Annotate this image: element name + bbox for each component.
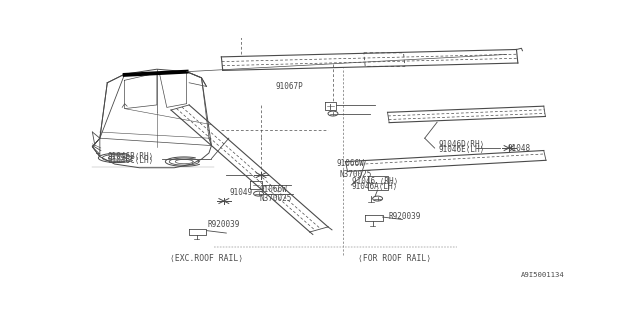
Text: R920039: R920039 (208, 220, 241, 229)
Text: 91046C⟨LH⟩: 91046C⟨LH⟩ (108, 156, 154, 165)
Text: 91046E⟨LH⟩: 91046E⟨LH⟩ (438, 145, 484, 154)
Text: 91046D⟨RH⟩: 91046D⟨RH⟩ (438, 140, 484, 149)
Text: A9I5001134: A9I5001134 (520, 272, 564, 278)
Text: ⟨EXC.ROOF RAIL⟩: ⟨EXC.ROOF RAIL⟩ (170, 254, 243, 263)
Text: ⟨FOR ROOF RAIL⟩: ⟨FOR ROOF RAIL⟩ (358, 254, 431, 263)
Text: 91048: 91048 (508, 144, 531, 153)
Text: 91066W: 91066W (260, 185, 287, 194)
Text: N370025: N370025 (340, 170, 372, 179)
Text: 91046B⟨RH⟩: 91046B⟨RH⟩ (108, 152, 154, 161)
Text: R920039: R920039 (388, 212, 421, 221)
Text: 91066W: 91066W (337, 159, 365, 168)
Text: 91046 ⟨RH⟩: 91046 ⟨RH⟩ (352, 177, 398, 186)
Text: N370025: N370025 (260, 194, 292, 203)
Text: 91067P: 91067P (276, 82, 303, 91)
Text: 91049: 91049 (230, 188, 253, 197)
Text: 91046A⟨LH⟩: 91046A⟨LH⟩ (352, 182, 398, 191)
